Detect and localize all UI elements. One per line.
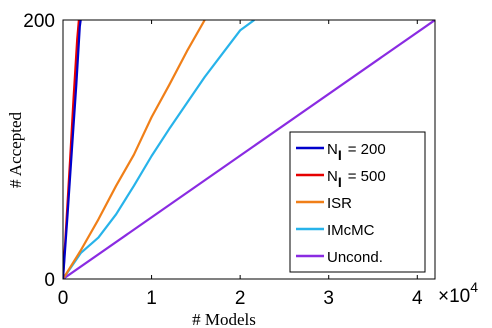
- legend-label-subscript: I: [338, 174, 342, 190]
- x-tick-label-3: 3: [323, 288, 334, 309]
- legend-label-main: N: [327, 168, 338, 185]
- legend-label-4: IMcMC: [327, 222, 375, 239]
- axis-ticks: 0 1 2 3 4 0 200: [23, 11, 435, 309]
- y-tick-label-1: 200: [23, 11, 55, 32]
- legend-label-main: Uncond.: [327, 249, 383, 266]
- legend-label-main: ISR: [327, 195, 352, 212]
- series-line-4: [63, 20, 255, 279]
- legend-label-suffix: = 500: [348, 168, 386, 185]
- legend-label-subscript: I: [338, 147, 342, 163]
- y-axis-title: # Accepted: [6, 112, 25, 188]
- x-tick-label-0: 0: [58, 288, 69, 309]
- x-axis-title: # Models: [192, 310, 256, 328]
- legend-label-3: ISR: [327, 195, 352, 212]
- legend-label-1: NI = 200: [327, 141, 386, 163]
- x-tick-label-2: 2: [235, 288, 246, 309]
- x-multiplier-base: ×10: [438, 286, 470, 307]
- x-axis-multiplier: ×104: [438, 279, 478, 307]
- x-multiplier-exponent: 4: [470, 279, 478, 295]
- legend: NI = 200 NI = 500 ISR IMcMC Uncond.: [289, 131, 426, 273]
- legend-label-5: Uncond.: [327, 249, 383, 266]
- legend-label-main: N: [327, 141, 338, 158]
- legend-label-suffix: = 200: [348, 141, 386, 158]
- x-tick-label-1: 1: [146, 288, 157, 309]
- legend-label-main: IMcMC: [327, 222, 375, 239]
- legend-label-2: NI = 500: [327, 168, 386, 190]
- series-line-3: [63, 20, 206, 279]
- series-line-1: [63, 20, 82, 279]
- series-line-5: [63, 20, 435, 279]
- axes-box: [62, 19, 436, 280]
- x-tick-label-4: 4: [412, 288, 423, 309]
- series-lines: [63, 20, 435, 279]
- y-tick-label-0: 0: [44, 270, 55, 291]
